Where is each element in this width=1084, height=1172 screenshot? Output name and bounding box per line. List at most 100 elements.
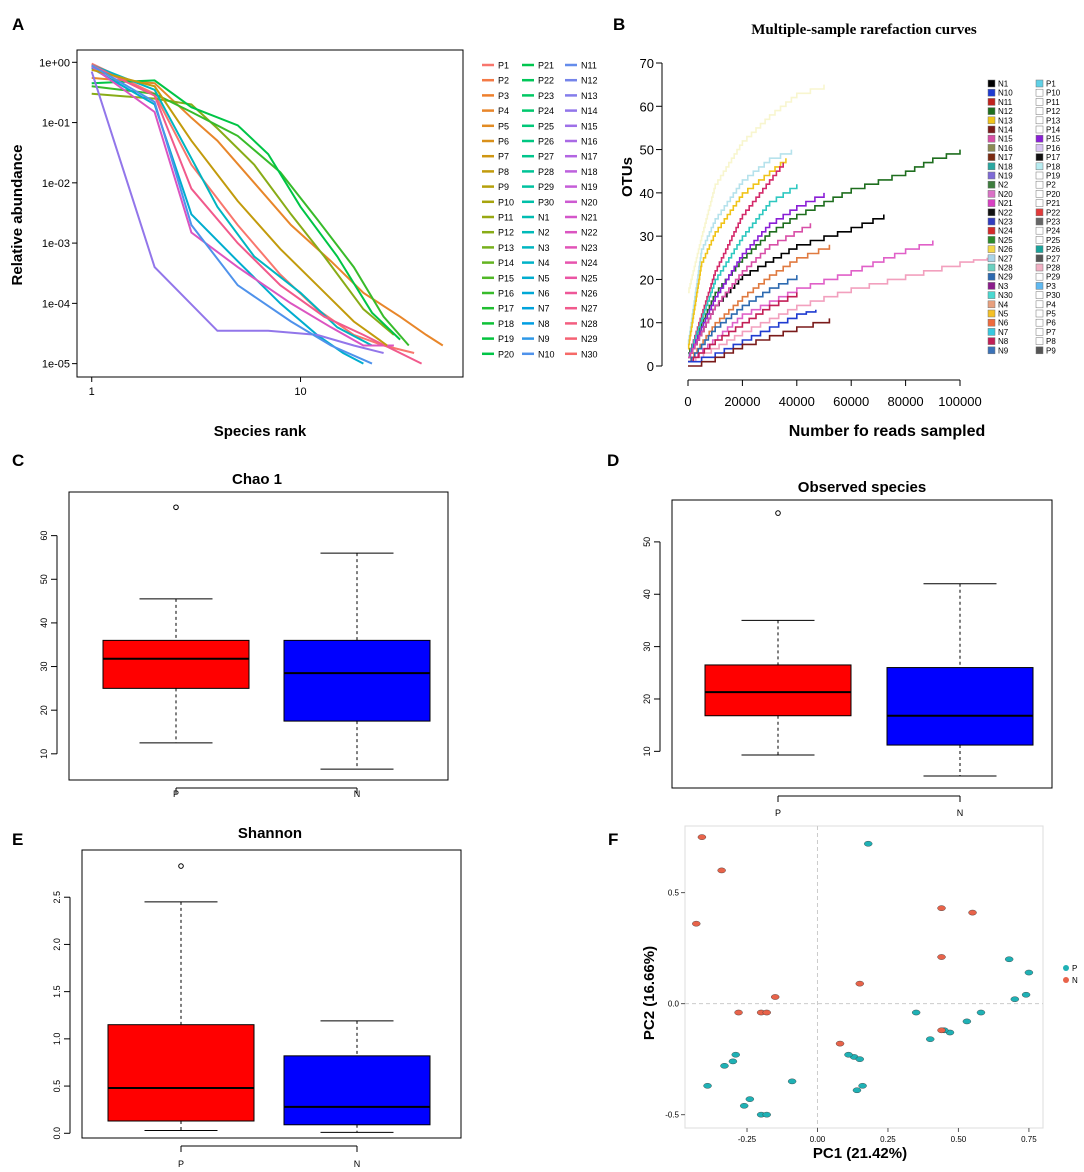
panel-letter-c: C: [12, 451, 24, 470]
legend-label-b-p17: P17: [1046, 153, 1061, 162]
legend-label-b-p8: P8: [1046, 337, 1056, 346]
series-line-n27: [91, 64, 423, 365]
y-tick-label-d: 10: [642, 746, 652, 756]
chart-title-d: Observed species: [798, 479, 926, 496]
legend-label-f-p: P: [1072, 964, 1077, 973]
legend-swatch-b-n30: [987, 291, 996, 299]
plot-frame-d: [671, 499, 1053, 789]
legend-label-b-n29: N29: [998, 273, 1013, 282]
legend-label-n6: N6: [538, 289, 550, 299]
scatter-point-n: [937, 905, 946, 911]
y-tick-label-b: 30: [640, 229, 654, 244]
legend-label-b-p20: P20: [1046, 190, 1061, 199]
legend-label-p22: P22: [538, 76, 554, 86]
scatter-point-p: [787, 1078, 797, 1085]
legend-label-b-n11: N11: [998, 98, 1013, 107]
y-tick-label-c: 40: [39, 618, 49, 628]
legend-label-n5: N5: [538, 273, 550, 283]
legend-label-b-n18: N18: [998, 162, 1013, 171]
scatter-point-n: [762, 1009, 771, 1016]
legend-swatch-f-n: [1063, 977, 1069, 983]
legend-swatch-b-n5: [987, 309, 996, 318]
rarefaction-curve-n25: [688, 149, 961, 354]
legend-label-b-p24: P24: [1046, 227, 1061, 236]
legend-swatch-b-n19: [987, 171, 996, 180]
legend-label-n12: N12: [581, 76, 598, 86]
rarefaction-curve-p28: [688, 257, 988, 363]
y-tick-label-b: 20: [640, 272, 654, 287]
legend-label-b-p27: P27: [1046, 254, 1061, 263]
legend-label-b-n12: N12: [998, 107, 1013, 116]
rarefaction-curve-n20: [688, 275, 798, 363]
legend-swatch-b-n6: [987, 318, 996, 327]
scatter-point-p: [728, 1058, 738, 1065]
legend-label-b-n5: N5: [998, 310, 1009, 319]
legend-label-p6: P6: [498, 137, 509, 147]
y-axis-label-f: PC2 (16.66%): [641, 946, 658, 1040]
scatter-point-p: [703, 1083, 712, 1089]
legend-label-b-p5: P5: [1046, 310, 1056, 319]
y-tick-label-a: 1e+00: [39, 57, 70, 69]
y-tick-label-d: 20: [642, 694, 652, 704]
rarefaction-curve-n18: [688, 184, 798, 359]
legend-swatch-b-p11: [1035, 98, 1044, 106]
legend-swatch-b-p5: [1035, 309, 1044, 318]
y-tick-label-c: 50: [39, 574, 49, 584]
plot-frame-e: [81, 849, 462, 1139]
legend-swatch-b-n17: [987, 153, 996, 161]
panel-letter-f: F: [608, 830, 618, 849]
legend-swatch-b-p30: [1035, 291, 1044, 299]
legend-swatch-b-p19: [1035, 171, 1044, 180]
scatter-point-n: [937, 954, 946, 960]
legend-label-b-p9: P9: [1046, 346, 1056, 355]
rarefaction-curve-n10: [688, 309, 817, 363]
legend-label-b-p13: P13: [1046, 116, 1061, 125]
scatter-point-p: [858, 1083, 867, 1089]
legend-label-n28: N28: [581, 319, 598, 329]
legend-swatch-b-n13: [987, 116, 996, 125]
legend-label-n13: N13: [581, 91, 598, 101]
legend-label-b-n16: N16: [998, 144, 1013, 153]
x-tick-label-f: 0.75: [1021, 1135, 1037, 1144]
legend-swatch-b-p16: [1035, 144, 1044, 152]
legend-label-p3: P3: [498, 91, 509, 101]
legend-label-b-n17: N17: [998, 153, 1013, 162]
legend-label-p12: P12: [498, 228, 514, 238]
scatter-point-n: [771, 994, 780, 1000]
series-line-n5: [91, 67, 364, 365]
panel-letter-a: A: [12, 15, 24, 34]
legend-label-b-p1: P1: [1046, 80, 1056, 89]
legend-label-p23: P23: [538, 91, 554, 101]
y-tick-label-a: 1e-05: [42, 359, 70, 371]
legend-label-p4: P4: [498, 106, 509, 116]
legend-label-n16: N16: [581, 137, 598, 147]
outlier-point-p: [178, 863, 184, 869]
legend-label-p1: P1: [498, 61, 509, 71]
legend-label-p2: P2: [498, 76, 509, 86]
legend-label-b-n19: N19: [998, 172, 1013, 181]
legend-label-n24: N24: [581, 258, 598, 268]
x-tick-label-b: 80000: [888, 394, 924, 409]
legend-label-b-n21: N21: [998, 199, 1013, 208]
legend-swatch-b-n2: [987, 180, 996, 189]
scatter-point-p: [864, 840, 873, 847]
legend-label-p13: P13: [498, 243, 514, 253]
legend-label-b-p21: P21: [1046, 199, 1061, 208]
rarefaction-curve-n13: [687, 158, 787, 350]
legend-label-p5: P5: [498, 121, 509, 131]
legend-label-b-p30: P30: [1046, 291, 1061, 300]
legend-swatch-b-n24: [987, 226, 996, 235]
legend-label-b-n28: N28: [998, 264, 1013, 273]
legend-label-b-p28: P28: [1046, 264, 1061, 273]
legend-label-n22: N22: [581, 228, 598, 238]
scatter-point-p: [852, 1087, 862, 1094]
y-axis-label-b: OTUs: [619, 157, 636, 197]
plot-frame-c: [68, 491, 449, 781]
legend-label-b-n15: N15: [998, 135, 1013, 144]
legend-swatch-b-n16: [987, 144, 996, 152]
legend-label-b-n10: N10: [998, 89, 1013, 98]
y-tick-label-a: 1e-01: [42, 118, 70, 130]
legend-label-b-p26: P26: [1046, 245, 1061, 254]
legend-swatch-b-n20: [987, 190, 996, 198]
series-line-n22: [91, 65, 394, 347]
